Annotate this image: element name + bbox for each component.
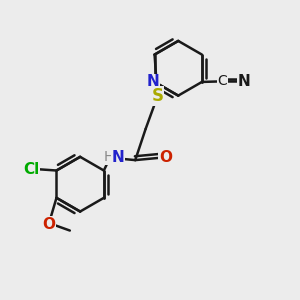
Text: Cl: Cl (23, 161, 39, 176)
Text: C: C (217, 74, 227, 88)
Text: N: N (238, 74, 251, 89)
Text: S: S (152, 87, 164, 105)
Text: N: N (147, 74, 159, 89)
Text: H: H (103, 150, 114, 164)
Text: O: O (43, 217, 56, 232)
Text: O: O (159, 150, 172, 165)
Text: N: N (112, 150, 125, 165)
